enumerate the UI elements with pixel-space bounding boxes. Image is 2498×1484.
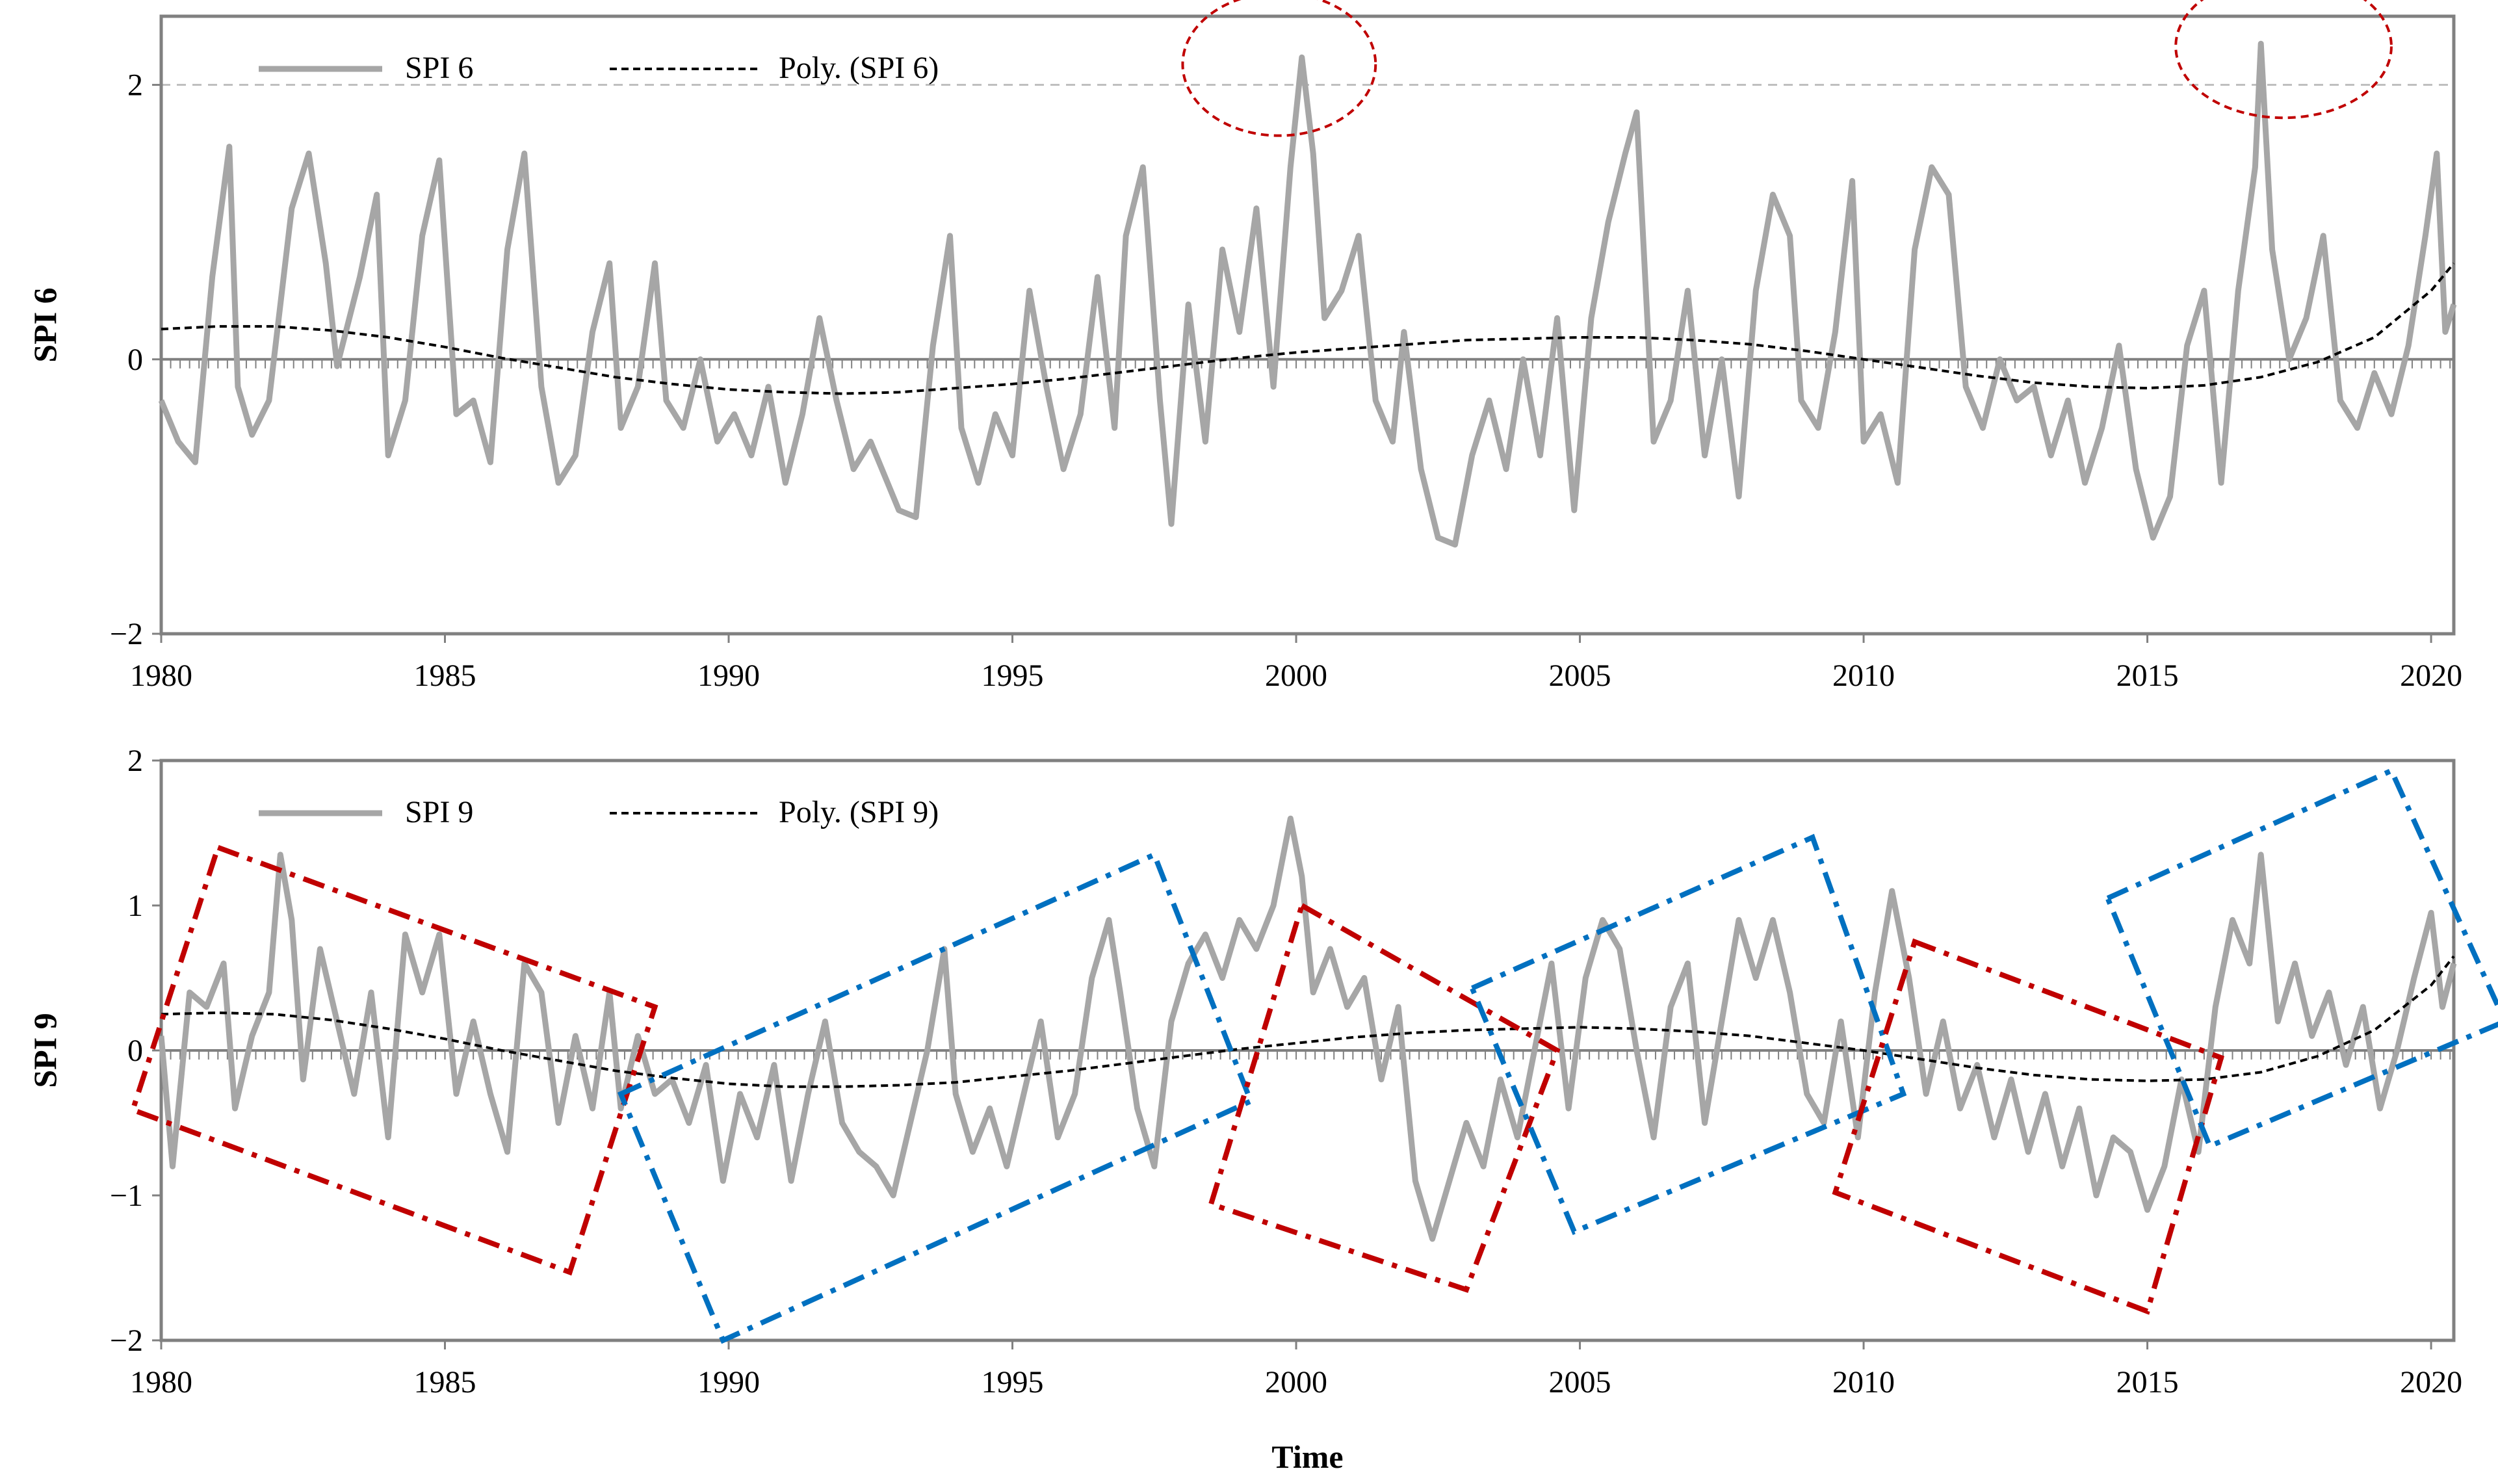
zero-line-minor-ticks: [161, 359, 2451, 369]
x-tick-label: 2005: [1549, 658, 1611, 693]
blue-trend-box: [617, 851, 1255, 1344]
blue-trend-box: [1468, 833, 1907, 1236]
y-axis-title: SPI 6: [27, 287, 63, 362]
trend-line: [161, 955, 2455, 1088]
x-tick-label: 1990: [697, 658, 760, 693]
x-tick-label: 1980: [130, 658, 192, 693]
peak-highlight-ellipse: [2174, 0, 2393, 120]
red-trend-box: [1208, 902, 1561, 1294]
legend-label-trend: Poly. (SPI 6): [779, 51, 939, 85]
y-tick-label: −2: [110, 1323, 143, 1358]
red-trend-box: [129, 844, 658, 1276]
spi9-panel: −2 −1 0 1 2 1980 1985 1990 1995 2000 2005 2010 2015 2…: [27, 744, 2498, 1399]
y-axis-title: SPI 9: [27, 1013, 63, 1087]
spi6-panel: −2 0 2 1980 1985 1990 1995 2000 2005 2010 2015 2020…: [27, 0, 2462, 693]
peak-highlight-ellipse: [1181, 0, 1377, 137]
spi-line: [158, 815, 2457, 1242]
legend-label-series: SPI 9: [405, 795, 473, 829]
legend-label-trend: Poly. (SPI 9): [779, 795, 939, 829]
x-tick-label: 1985: [414, 1365, 476, 1399]
y-tick-label: −2: [110, 617, 143, 651]
x-tick-label: 1980: [130, 1365, 192, 1399]
x-tick-label: 2010: [1832, 658, 1895, 693]
y-tick-label: 2: [127, 744, 143, 778]
x-tick-label: 1995: [982, 1365, 1044, 1399]
red-trend-box: [1832, 938, 2224, 1315]
x-tick-label: 1990: [697, 1365, 760, 1399]
trend-line: [161, 262, 2455, 395]
y-tick-label: 0: [127, 343, 143, 377]
y-tick-label: −1: [110, 1178, 143, 1213]
y-tick-label: 0: [127, 1034, 143, 1068]
x-tick-label: 2015: [2116, 1365, 2179, 1399]
x-tick-label: 2010: [1832, 1365, 1895, 1399]
x-tick-label: 2020: [2400, 658, 2462, 693]
x-tick-label: 1985: [414, 658, 476, 693]
y-tick-label: 2: [127, 68, 143, 103]
x-tick-label: 1995: [982, 658, 1044, 693]
x-tick-label: 2015: [2116, 658, 2179, 693]
x-tick-label: 2000: [1265, 658, 1327, 693]
legend-label-series: SPI 6: [405, 51, 473, 85]
x-axis-title: Time: [1271, 1438, 1343, 1475]
spi-line: [158, 40, 2457, 548]
y-tick-label: 1: [127, 889, 143, 923]
x-tick-label: 2020: [2400, 1365, 2462, 1399]
x-tick-label: 2005: [1549, 1365, 1611, 1399]
x-tick-label: 2000: [1265, 1365, 1327, 1399]
plot-frame: [159, 14, 2456, 636]
